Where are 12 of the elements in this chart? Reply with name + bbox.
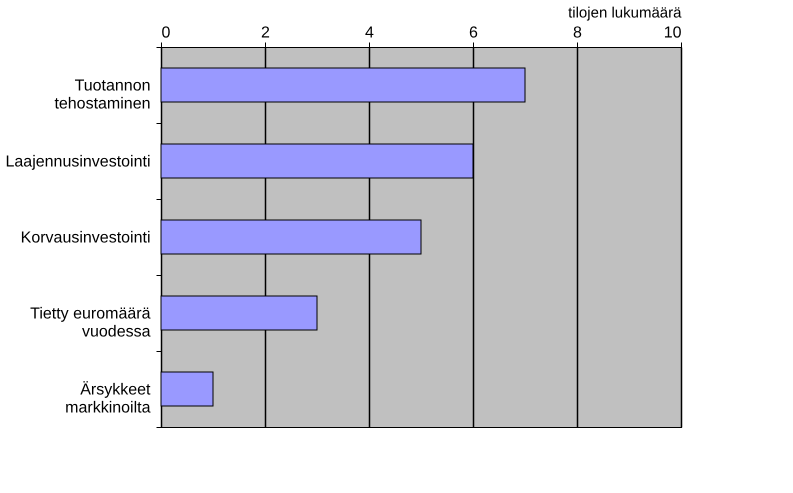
x-tick-label: 0: [162, 24, 170, 42]
x-tick-label: 4: [365, 24, 374, 42]
x-tick-label: 8: [573, 24, 582, 42]
y-tick-label: Tietty euromäärä vuodessa: [30, 306, 151, 340]
y-tick-label: Laajennusinvestointi: [6, 154, 150, 170]
y-tick-label: Ärsykkeet markkinoilta: [65, 380, 152, 416]
x-tick-label: 2: [261, 24, 270, 42]
x-tick-label: 10: [664, 24, 682, 42]
y-tick-label: Korvausinvestointi: [20, 230, 150, 246]
x-axis-title: tilojen lukumäärä: [568, 4, 682, 22]
x-tick-label: 6: [469, 24, 478, 42]
y-tick-label: Tuotannon tehostaminen: [54, 78, 150, 112]
